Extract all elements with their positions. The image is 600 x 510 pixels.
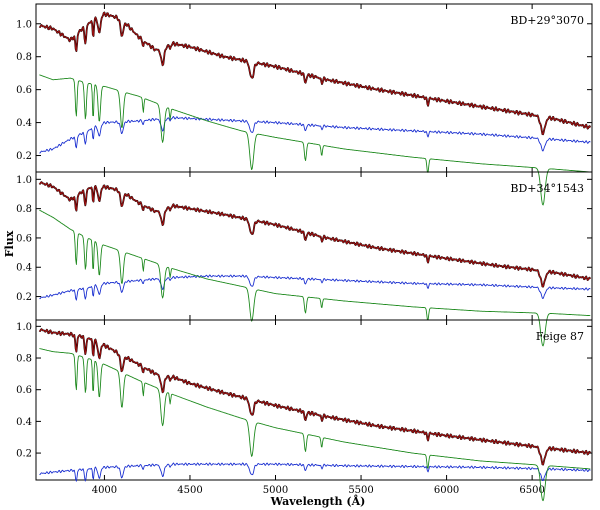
composite-fit-line — [39, 328, 591, 466]
panel-title: Feige 87 — [536, 330, 584, 343]
x-tick-label: 4000 — [92, 485, 117, 496]
hot-component-line — [39, 209, 591, 347]
y-tick-label: 0.2 — [16, 151, 32, 162]
y-tick-label: 0.4 — [16, 118, 32, 129]
y-axis-label: Flux — [3, 230, 16, 257]
y-tick-label: 0.6 — [16, 385, 32, 396]
y-tick-label: 0.2 — [16, 292, 32, 303]
y-tick-label: 0.8 — [16, 204, 32, 215]
panels-group: 0.2 0.4 0.6 0.8 1.0 BD+29°3070 0.2 0.4 0.6 0.8 1.0… — [16, 3, 593, 502]
y-tick-label: 0.8 — [16, 52, 32, 63]
panel-3: 0.2 0.4 0.6 0.8 1.0 4000 4500 5000 5500 6000 6500 F… — [16, 319, 593, 502]
y-tick-label: 1.0 — [16, 322, 32, 333]
y-tick-label: 0.2 — [16, 449, 32, 460]
cool-component-line — [39, 274, 591, 301]
panel-title: BD+34°1543 — [510, 182, 584, 195]
panel-frame — [35, 319, 593, 481]
x-tick-label: 4500 — [177, 485, 202, 496]
y-tick-label: 0.6 — [16, 233, 32, 244]
y-tick-label: 1.0 — [16, 175, 32, 186]
y-tick-label: 0.6 — [16, 85, 32, 96]
composite-fit-line — [39, 11, 591, 135]
y-tick-label: 0.4 — [16, 263, 32, 274]
y-tick-label: 0.8 — [16, 354, 32, 365]
observed-line — [38, 11, 592, 136]
hot-component-line — [39, 74, 591, 206]
observed-line — [38, 328, 592, 466]
y-tick-label: 1.0 — [16, 19, 32, 30]
panel-1: 0.2 0.4 0.6 0.8 1.0 BD+29°3070 — [16, 3, 593, 206]
panel-title: BD+29°3070 — [510, 14, 584, 27]
composite-fit-line — [39, 181, 591, 288]
x-tick-label: 6000 — [434, 485, 459, 496]
hot-component-line — [39, 348, 591, 502]
panel-frame — [35, 3, 593, 173]
x-axis-label: Wavelength (Å) — [270, 494, 366, 508]
cool-component-line — [39, 116, 591, 154]
x-tick-label: 5500 — [348, 485, 373, 496]
y-tick-label: 0.4 — [16, 417, 32, 428]
x-tick-label: 5000 — [263, 485, 288, 496]
x-tick-label: 6500 — [519, 485, 544, 496]
cool-component-line — [39, 462, 591, 482]
